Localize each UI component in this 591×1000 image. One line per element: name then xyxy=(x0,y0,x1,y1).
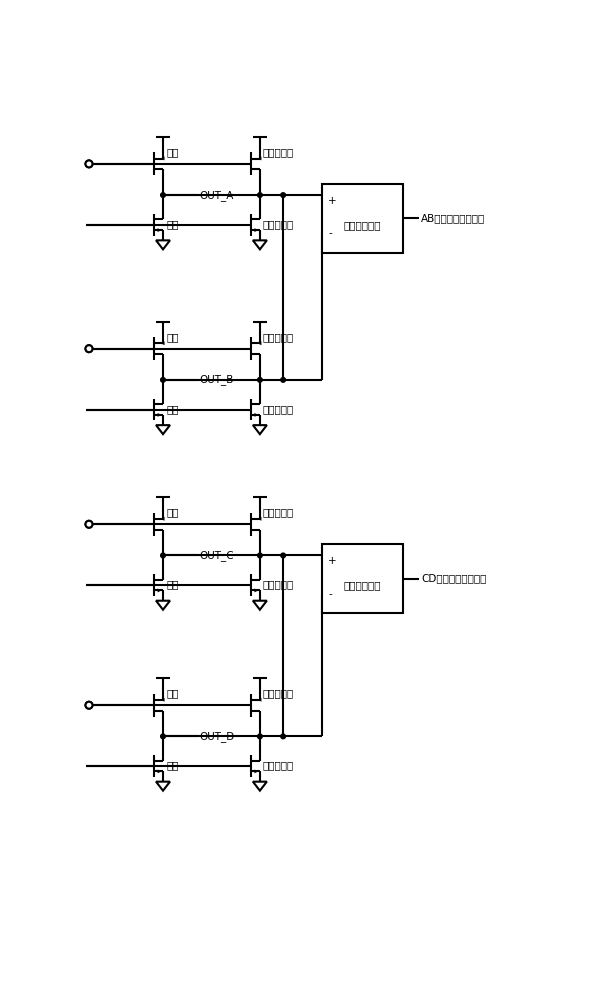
Circle shape xyxy=(161,734,165,739)
Text: -: - xyxy=(328,228,332,238)
Text: 下管: 下管 xyxy=(166,579,178,589)
Polygon shape xyxy=(255,228,258,232)
Text: 上管采样管: 上管采样管 xyxy=(263,147,294,157)
Text: 下管采样管: 下管采样管 xyxy=(263,579,294,589)
Text: +: + xyxy=(328,556,337,566)
Text: OUT_B: OUT_B xyxy=(199,374,234,385)
Circle shape xyxy=(161,193,165,197)
Circle shape xyxy=(281,378,285,382)
Circle shape xyxy=(258,553,262,558)
Polygon shape xyxy=(161,157,164,160)
Text: 上管采样管: 上管采样管 xyxy=(263,688,294,698)
Text: 上管: 上管 xyxy=(166,688,178,698)
Polygon shape xyxy=(158,769,161,773)
Circle shape xyxy=(258,193,262,197)
Polygon shape xyxy=(255,769,258,773)
Circle shape xyxy=(161,378,165,382)
Text: 下管: 下管 xyxy=(166,404,178,414)
Bar xyxy=(322,184,403,253)
Text: 下管采样管: 下管采样管 xyxy=(263,404,294,414)
Polygon shape xyxy=(161,517,164,521)
Text: -: - xyxy=(328,589,332,599)
Text: CD通道过流指示输出: CD通道过流指示输出 xyxy=(421,574,486,584)
Bar xyxy=(322,544,403,613)
Circle shape xyxy=(161,553,165,558)
Polygon shape xyxy=(258,698,261,702)
Text: 下管采样管: 下管采样管 xyxy=(263,760,294,770)
Text: OUT_A: OUT_A xyxy=(199,190,234,201)
Circle shape xyxy=(86,160,92,167)
Circle shape xyxy=(86,521,92,528)
Polygon shape xyxy=(158,413,161,417)
Polygon shape xyxy=(255,413,258,417)
Polygon shape xyxy=(258,341,261,345)
Text: 上管采样管: 上管采样管 xyxy=(263,332,294,342)
Text: 上管采样管: 上管采样管 xyxy=(263,507,294,517)
Circle shape xyxy=(281,193,285,197)
Circle shape xyxy=(86,521,92,528)
Text: 过流检测模块: 过流检测模块 xyxy=(344,220,381,230)
Circle shape xyxy=(258,378,262,382)
Circle shape xyxy=(86,345,92,352)
Circle shape xyxy=(86,160,92,167)
Text: 上管: 上管 xyxy=(166,332,178,342)
Text: 上管: 上管 xyxy=(166,507,178,517)
Text: +: + xyxy=(328,196,337,206)
Text: OUT_D: OUT_D xyxy=(199,731,235,742)
Polygon shape xyxy=(161,698,164,702)
Polygon shape xyxy=(158,228,161,232)
Circle shape xyxy=(86,702,92,709)
Polygon shape xyxy=(161,341,164,345)
Text: 下管: 下管 xyxy=(166,219,178,229)
Circle shape xyxy=(281,734,285,739)
Circle shape xyxy=(86,702,92,709)
Circle shape xyxy=(86,345,92,352)
Circle shape xyxy=(281,553,285,558)
Polygon shape xyxy=(255,589,258,592)
Text: 下管: 下管 xyxy=(166,760,178,770)
Polygon shape xyxy=(258,517,261,521)
Text: 过流检测模块: 过流检测模块 xyxy=(344,580,381,590)
Text: AB通道过流指示输出: AB通道过流指示输出 xyxy=(421,213,485,223)
Text: 上管: 上管 xyxy=(166,147,178,157)
Text: OUT_C: OUT_C xyxy=(199,550,234,561)
Polygon shape xyxy=(258,157,261,160)
Text: 下管采样管: 下管采样管 xyxy=(263,219,294,229)
Polygon shape xyxy=(158,589,161,592)
Circle shape xyxy=(258,734,262,739)
